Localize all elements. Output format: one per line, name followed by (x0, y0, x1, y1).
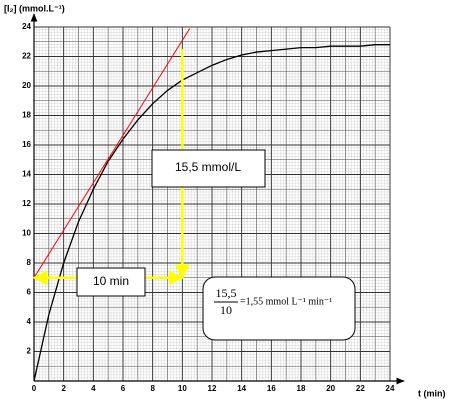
x-tick-label: 22 (356, 384, 365, 393)
y-tick-label: 12 (22, 199, 31, 208)
y-tick-label: 4 (27, 317, 32, 326)
x-tick-label: 8 (150, 384, 155, 393)
x-axis-label: t (min) (418, 388, 446, 398)
x-tick-label: 0 (32, 384, 37, 393)
y-tick-label: 10 (22, 229, 31, 238)
x-tick-label: 14 (237, 384, 246, 393)
y-tick-label: 20 (22, 81, 31, 90)
formula-result: =1,55 mmol L⁻¹ min⁻¹ (240, 296, 332, 307)
x-tick-label: 6 (121, 384, 126, 393)
x-tick-label: 2 (61, 384, 66, 393)
y-tick-label: 6 (27, 288, 32, 297)
formula-numerator: 15,5 (216, 286, 237, 300)
y-tick-label: 24 (22, 22, 31, 31)
annotation-box (151, 149, 266, 188)
x-tick-label: 16 (267, 384, 276, 393)
y-tick-label: 8 (27, 258, 32, 267)
x-tick-label: 18 (297, 384, 306, 393)
x-tick-label: 20 (326, 384, 335, 393)
y-tick-label: 18 (22, 111, 31, 120)
x-tick-label: 24 (386, 384, 395, 393)
y-tick-label: 2 (27, 347, 32, 356)
formula-denominator: 10 (220, 303, 232, 317)
x-tick-label: 4 (91, 384, 96, 393)
formula-box (202, 276, 356, 341)
tangent-line (33, 28, 191, 279)
y-tick-label: 22 (22, 52, 31, 61)
y-tick-label: 16 (22, 140, 31, 149)
x-tick-label: 10 (178, 384, 187, 393)
annotation: 15,5 mmol/L (175, 160, 241, 174)
data-line (33, 44, 390, 382)
annotation-box (76, 267, 146, 297)
y-tick-label: 14 (22, 170, 31, 179)
y-axis-label: [I₂] (mmol.L⁻¹) (4, 3, 65, 13)
annotation: 10 min (93, 274, 129, 288)
x-tick-label: 12 (208, 384, 217, 393)
